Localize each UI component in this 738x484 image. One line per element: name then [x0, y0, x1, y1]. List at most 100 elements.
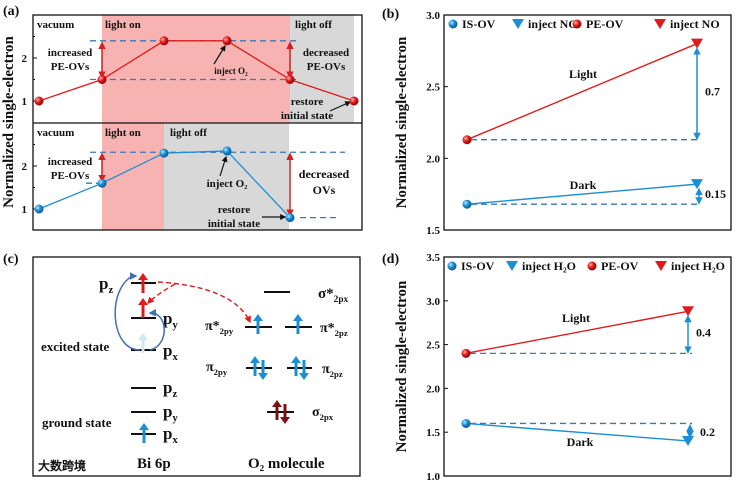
legend-label: PE-OV — [586, 17, 624, 31]
delta-label: 0.2 — [700, 425, 715, 439]
legend-marker-is-ov — [447, 261, 457, 271]
electron-up-arrow-blue — [291, 356, 301, 376]
annotation-restore: restore — [218, 204, 251, 216]
electron-transfer-dashed-arrow — [147, 283, 176, 304]
electron-up-arrow-red — [138, 298, 148, 318]
series-light: 0.4 Light — [461, 306, 711, 358]
bi-6p-title: Bi 6p — [137, 456, 171, 472]
bi-ground-pz-label: pz — [163, 378, 177, 400]
pi-2pz-label-main: π — [322, 362, 330, 377]
region-label-light-on: light on — [105, 19, 141, 31]
bi-excited-px-label: px — [163, 341, 178, 363]
data-point — [349, 96, 359, 106]
subplot-pe-ov: vacuum light on light off 1 2 increased PE-OVs… — [22, 15, 359, 123]
pi-star-2pz-label: π*2pz — [320, 321, 348, 338]
bi-ground-pz-label-main: p — [163, 378, 172, 397]
series-dark: 0.15 Dark — [462, 178, 726, 209]
panel-d: 1.0 1.5 2.0 2.5 3.0 3.5 IS-OV inject H₂O PE-OV in… — [394, 252, 732, 483]
y-tick-label: 1.5 — [426, 225, 440, 237]
region-label-light-on: light on — [105, 127, 141, 139]
y-tick-label: 3.0 — [426, 296, 440, 308]
annotation-decreased: PE-OVs — [307, 61, 346, 73]
y-tick-label: 1.0 — [426, 471, 440, 483]
bi-excited-px-label-sub: x — [172, 352, 178, 363]
bi-excited-pz-label: pz — [99, 274, 113, 296]
region-label-light-off: light off — [170, 127, 207, 139]
y-tick-label: 2.5 — [426, 82, 440, 94]
legend-label: PE-OV — [601, 259, 639, 273]
electron-down-arrow-blue — [258, 360, 268, 380]
pi-star-2pz-label-main: π* — [320, 321, 335, 336]
diagram-frame — [32, 256, 361, 477]
panel-label-c: (c) — [3, 252, 19, 267]
y-tick-label: 3.5 — [426, 252, 440, 264]
pi-2pz-label-sub: 2pz — [330, 369, 343, 379]
bi-excited-py-label: py — [163, 309, 178, 331]
bi-ground-px-label-main: p — [163, 424, 172, 443]
y-tick-label: 1.5 — [426, 427, 440, 439]
legend-marker-inject-blue — [512, 19, 524, 29]
annotation-increased: increased — [48, 47, 92, 59]
annotation-decreased: decreased — [303, 47, 349, 59]
data-point — [222, 36, 232, 46]
data-point — [222, 146, 232, 156]
y-tick-label: 2.0 — [426, 153, 440, 165]
pi-2py-label: π2py — [206, 360, 228, 377]
pi-2py-label-sub: 2py — [214, 367, 228, 377]
o2-molecule-title: O₂ molecule — [248, 456, 325, 472]
legend-label: IS-OV — [461, 259, 495, 273]
excitation-curve-arrow — [148, 308, 165, 351]
data-point — [285, 213, 295, 223]
y-tick-label: 3.0 — [426, 10, 440, 22]
y-axis-label: Normalized single-electron — [394, 280, 410, 452]
electron-up-arrow-blue — [139, 423, 149, 443]
delta-label: 0.7 — [705, 85, 720, 99]
electron-down-arrow-blue — [299, 360, 309, 380]
annotation-decreased: decreased — [299, 167, 350, 181]
excitation-curve-arrow — [114, 272, 141, 351]
series-line — [465, 422, 689, 442]
ground-state-label: ground state — [42, 415, 112, 430]
panel-label-d: (d) — [382, 252, 399, 267]
sigma-star-label-main: σ* — [318, 286, 334, 302]
inject-point — [691, 179, 703, 190]
pi-star-2py-label: π*2py — [205, 319, 234, 336]
inject-point — [682, 306, 694, 317]
electron-up-arrow-blue — [250, 356, 260, 376]
annotation-restore: restore — [291, 96, 324, 108]
y-axis-label: Normalized single-electron — [394, 36, 410, 208]
series-label: Dark — [570, 178, 597, 192]
delta-label: 0.4 — [696, 325, 711, 339]
data-point — [159, 36, 169, 46]
bi-excited-px-label-main: p — [163, 341, 172, 360]
annotation-decreased: OVs — [313, 183, 336, 197]
y-tick-label: 2 — [22, 161, 28, 173]
y-tick-label: 1 — [22, 96, 28, 108]
inject-pointer-arrow — [219, 155, 228, 177]
legend: IS-OV inject NO PE-OV inject NO — [448, 17, 720, 31]
legend-marker-inject-red — [655, 261, 667, 271]
electron-up-arrow-darkred — [272, 400, 282, 420]
excited-state-label: excited state — [41, 339, 109, 354]
region-label-vacuum: vacuum — [37, 127, 74, 139]
data-point — [34, 204, 44, 214]
bi-ground-px-label: px — [163, 424, 178, 446]
plot-frame — [443, 256, 732, 477]
inject-pointer-arrow — [213, 44, 226, 65]
series-line — [465, 310, 689, 355]
pi-star-2pz-label-sub: 2pz — [335, 328, 348, 338]
series-line — [466, 183, 698, 205]
bi-excited-py-label-main: p — [163, 309, 172, 328]
region-label-vacuum: vacuum — [37, 19, 74, 31]
bi-excited-pz-label-main: p — [99, 274, 108, 293]
series-line — [466, 43, 698, 141]
electron-transfer-dashed-arrow — [157, 281, 251, 324]
panel-a: vacuum light on light off 1 2 increased PE-OVs… — [1, 14, 363, 231]
annotation-restore: initial state — [208, 218, 260, 230]
y-tick-label: 2.5 — [426, 340, 440, 352]
pi-2pz-label: π2pz — [322, 362, 343, 379]
series-dark: 0.2 Dark — [461, 418, 715, 449]
data-point — [285, 75, 295, 84]
